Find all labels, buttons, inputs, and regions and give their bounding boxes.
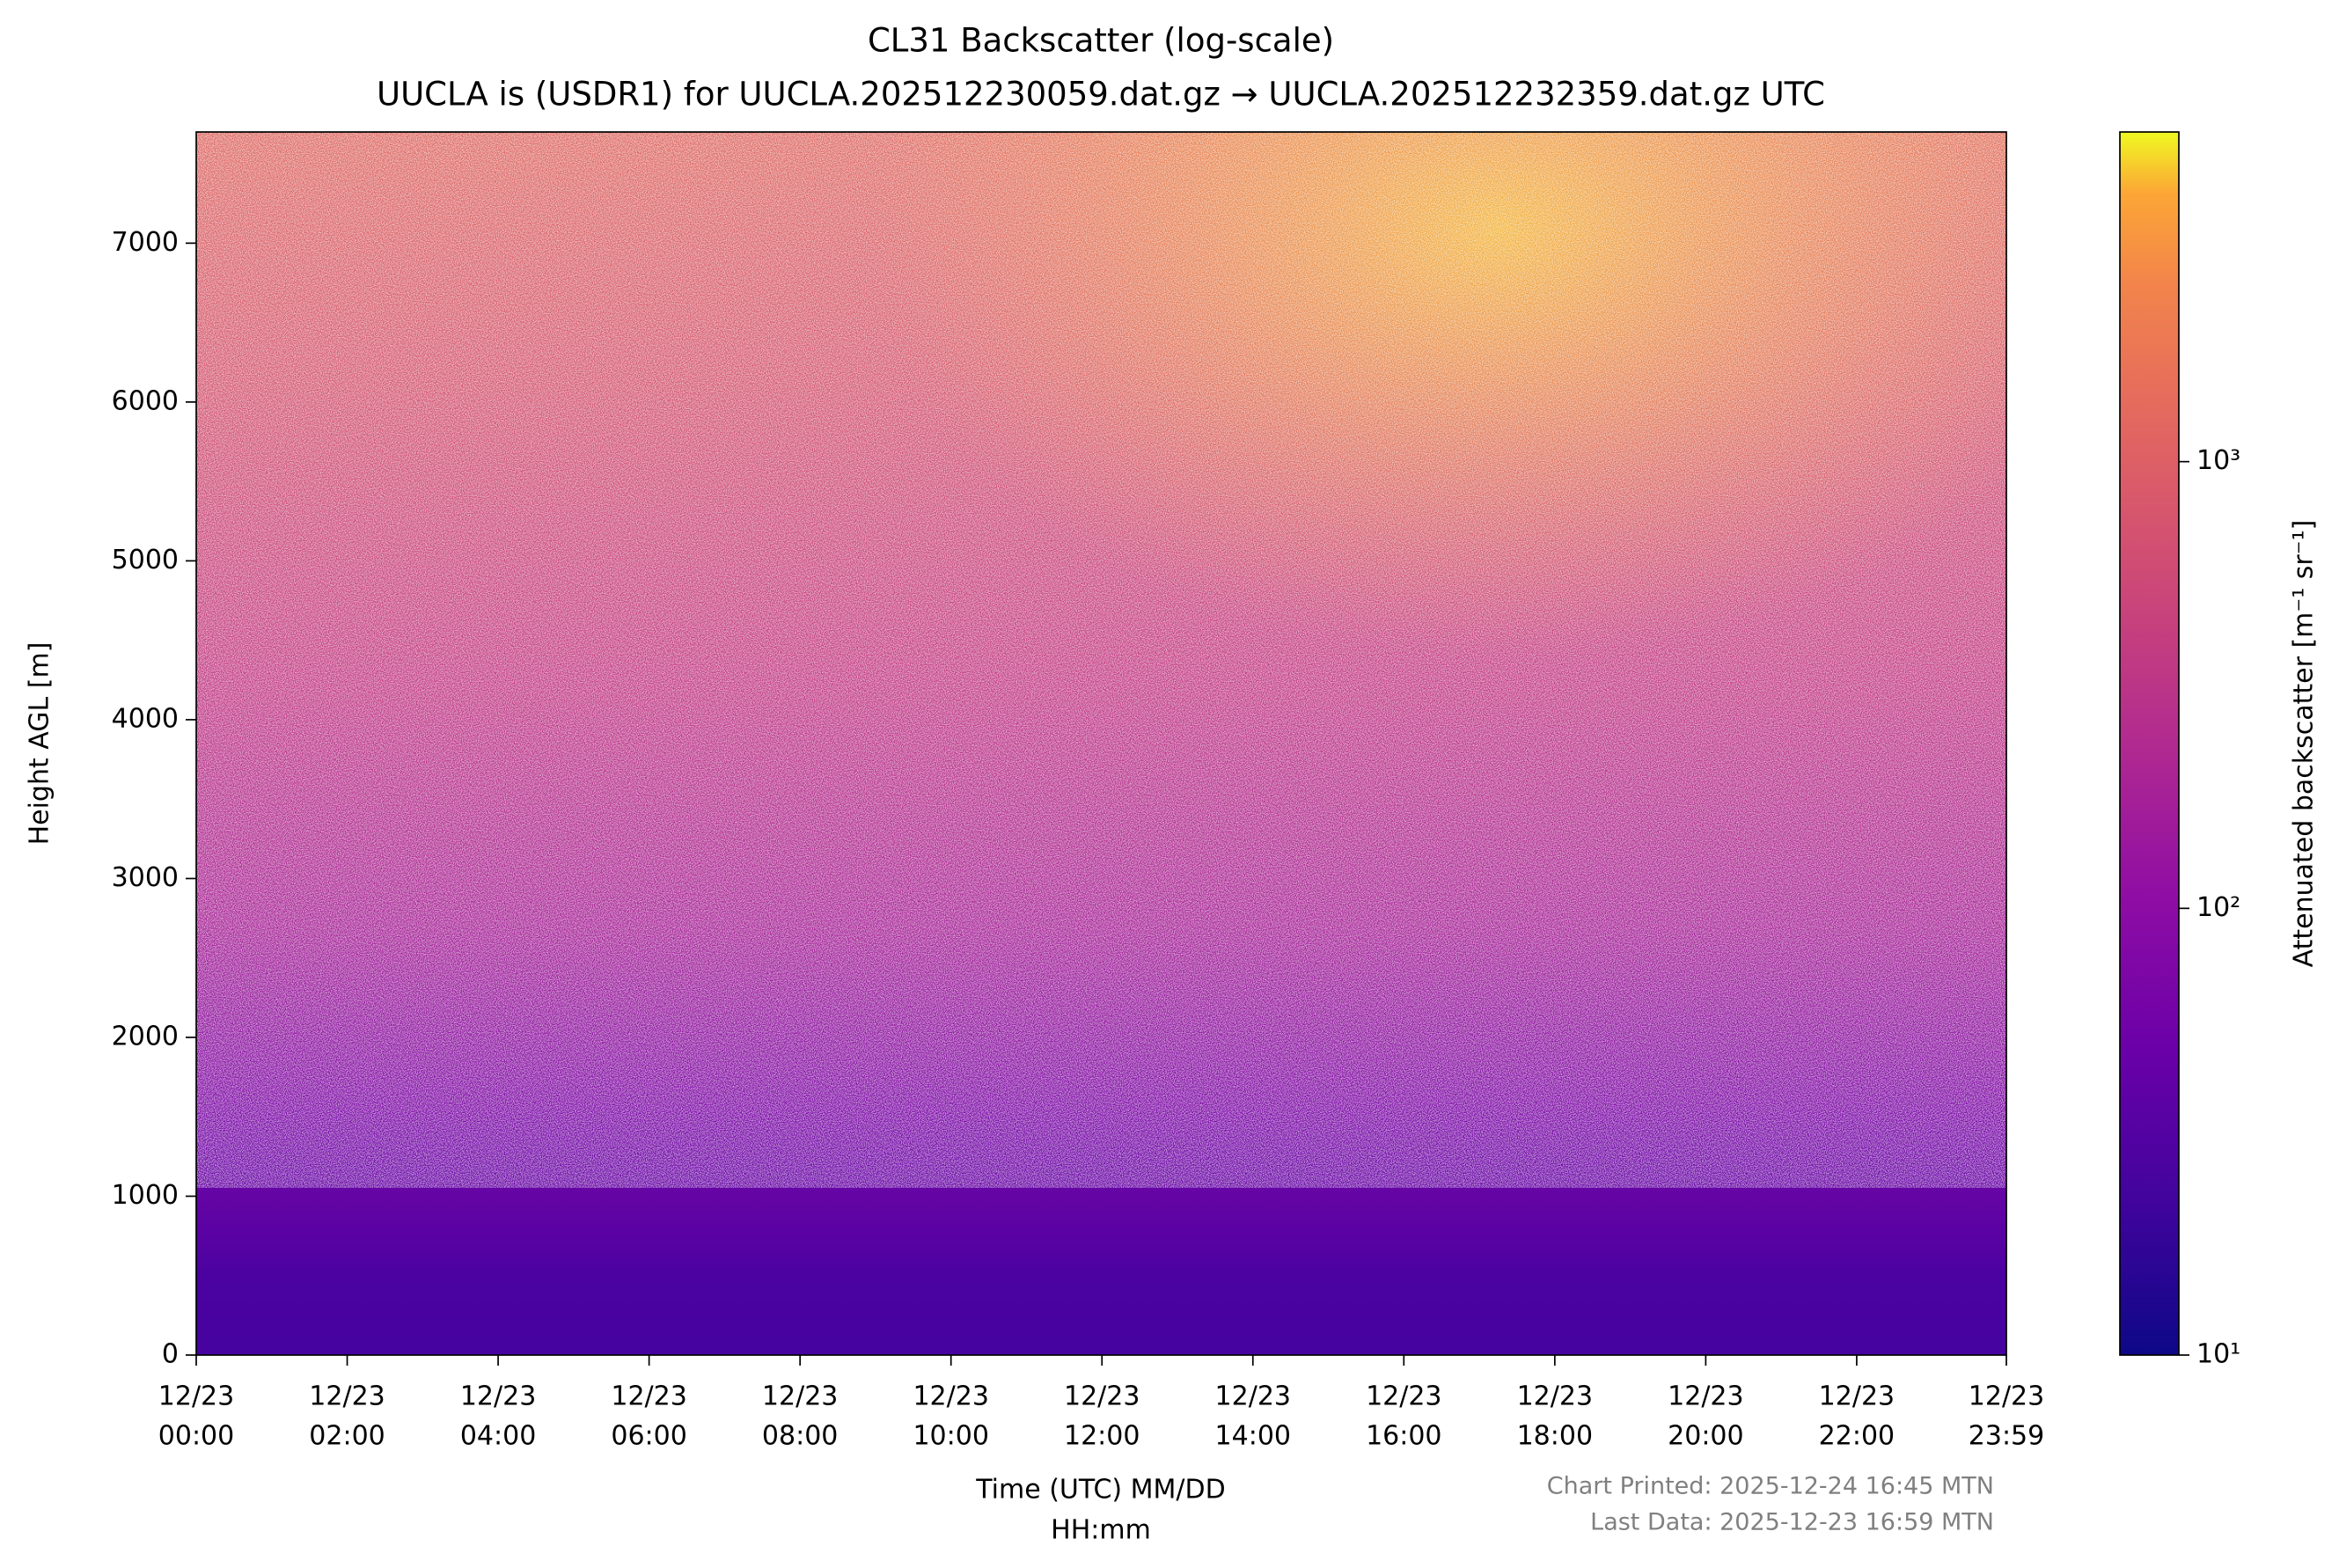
x-tick-label: 23:59 <box>1969 1421 2044 1452</box>
y-tick-label: 6000 <box>112 385 179 416</box>
x-tick-label: 12/23 <box>762 1381 838 1412</box>
y-tick-label: 4000 <box>112 703 179 734</box>
x-tick-label: 10:00 <box>913 1421 988 1452</box>
x-tick-label: 14:00 <box>1215 1421 1291 1452</box>
x-axis-label: Time (UTC) MM/DD <box>975 1475 1225 1506</box>
y-axis-label: Height AGL [m] <box>25 642 55 846</box>
x-tick-label: 12:00 <box>1064 1421 1140 1452</box>
x-axis-label: HH:mm <box>1051 1515 1151 1546</box>
heatmap-image <box>196 132 2006 1355</box>
x-tick-label: 06:00 <box>611 1421 686 1452</box>
y-tick-label: 3000 <box>112 862 179 893</box>
colorbar-tick-label: 10³ <box>2196 445 2240 476</box>
x-tick-label: 12/23 <box>309 1381 385 1412</box>
x-tick-label: 12/23 <box>1819 1381 1895 1412</box>
x-tick-label: 02:00 <box>309 1421 385 1452</box>
footer-note: Chart Printed: 2025-12-24 16:45 MTN <box>1547 1473 1994 1500</box>
colorbar-tick-label: 10² <box>2196 892 2240 923</box>
x-tick-label: 12/23 <box>1969 1381 2044 1412</box>
x-tick-label: 12/23 <box>611 1381 686 1412</box>
colorbar-label: Attenuated backscatter [m⁻¹ sr⁻¹] <box>2289 520 2320 968</box>
x-tick-label: 00:00 <box>158 1421 234 1452</box>
x-tick-label: 04:00 <box>460 1421 536 1452</box>
x-tick-label: 12/23 <box>1064 1381 1140 1412</box>
colorbar-tick-label: 10¹ <box>2196 1339 2240 1370</box>
x-tick-label: 12/23 <box>460 1381 536 1412</box>
chart-title: CL31 Backscatter (log-scale) <box>868 22 1334 60</box>
footer-note: Last Data: 2025-12-23 16:59 MTN <box>1590 1509 1994 1536</box>
colorbar <box>2119 131 2180 1356</box>
x-tick-label: 12/23 <box>1668 1381 1743 1412</box>
x-tick-label: 08:00 <box>762 1421 838 1452</box>
x-tick-label: 16:00 <box>1366 1421 1441 1452</box>
y-tick-label: 7000 <box>112 227 179 258</box>
y-tick-label: 1000 <box>112 1180 179 1211</box>
x-tick-label: 12/23 <box>1366 1381 1441 1412</box>
x-tick-label: 20:00 <box>1668 1421 1743 1452</box>
y-tick-label: 0 <box>162 1339 179 1370</box>
x-tick-label: 22:00 <box>1819 1421 1895 1452</box>
x-tick-label: 12/23 <box>158 1381 234 1412</box>
x-tick-label: 12/23 <box>1215 1381 1291 1412</box>
y-tick-label: 5000 <box>112 545 179 575</box>
y-tick-label: 2000 <box>112 1021 179 1051</box>
x-tick-label: 18:00 <box>1517 1421 1593 1452</box>
chart-subtitle: UUCLA is (USDR1) for UUCLA.202512230059.… <box>377 76 1825 114</box>
x-tick-label: 12/23 <box>913 1381 988 1412</box>
x-tick-label: 12/23 <box>1517 1381 1593 1412</box>
